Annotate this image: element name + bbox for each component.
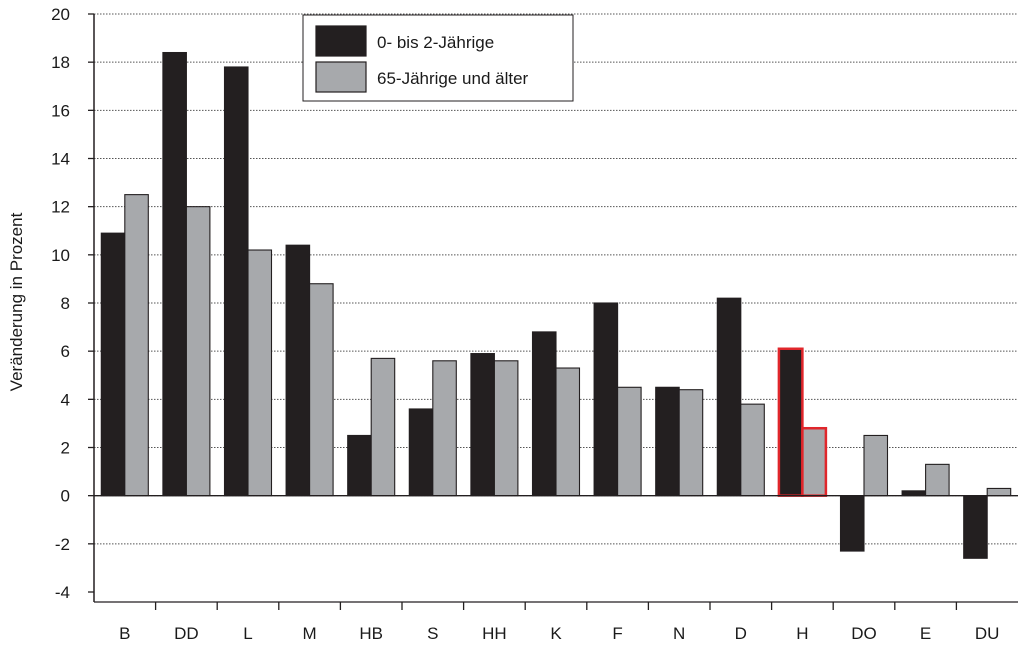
bar-n-young bbox=[655, 386, 680, 497]
x-tick-label: M bbox=[303, 624, 317, 643]
bar-hb-young bbox=[347, 434, 372, 497]
bar-l-old bbox=[247, 249, 273, 497]
bar-hh-young bbox=[470, 353, 495, 497]
axes: -4 -2 0 2 4 6 8 10 12 14 16 18 20 B DD L M HB S HH K F N D H DO E D… bbox=[51, 5, 1018, 643]
bar-m-young bbox=[285, 244, 311, 497]
x-tick-label: HH bbox=[482, 624, 507, 643]
x-tick-label: B bbox=[119, 624, 130, 643]
bar-b-old bbox=[124, 194, 149, 497]
y-tick-label: 14 bbox=[51, 150, 70, 169]
x-tick-label: F bbox=[612, 624, 622, 643]
x-tick-label: DD bbox=[174, 624, 199, 643]
bar-du-old bbox=[986, 487, 1012, 497]
bar-e-young bbox=[901, 490, 927, 497]
y-tick-label: 20 bbox=[51, 5, 70, 24]
y-tick-label: 0 bbox=[61, 487, 70, 506]
x-tick-label: D bbox=[735, 624, 747, 643]
bar-k-old bbox=[555, 367, 581, 497]
bar-dd-old bbox=[185, 206, 211, 497]
y-tick-label: 16 bbox=[51, 101, 70, 120]
bar-s-young bbox=[408, 408, 434, 497]
bar-n-old bbox=[678, 389, 704, 497]
bar-h-old bbox=[801, 426, 828, 497]
legend-label-young: 0- bis 2-Jährige bbox=[377, 33, 494, 52]
bar-l-young bbox=[223, 66, 249, 497]
x-tick-label: E bbox=[920, 624, 931, 643]
bar-m-old bbox=[309, 283, 334, 497]
legend-swatch-young bbox=[315, 25, 367, 57]
x-tick-label: S bbox=[427, 624, 438, 643]
y-tick-label: -2 bbox=[55, 535, 70, 554]
legend: 0- bis 2-Jährige 65-Jährige und älter bbox=[302, 14, 574, 102]
bar-do-old bbox=[863, 434, 889, 497]
bar-d-old bbox=[740, 403, 765, 497]
x-tick-label: H bbox=[796, 624, 808, 643]
y-tick-label: 4 bbox=[61, 390, 70, 409]
x-tick-label: DO bbox=[851, 624, 877, 643]
bar-e-old bbox=[925, 463, 950, 497]
bars bbox=[100, 51, 1012, 559]
y-tick-label: -4 bbox=[55, 583, 70, 602]
x-tick-label: DU bbox=[975, 624, 1000, 643]
bar-b-young bbox=[100, 232, 126, 497]
bar-hb-old bbox=[370, 357, 396, 497]
bar-s-old bbox=[432, 360, 457, 497]
bar-h-young bbox=[777, 347, 804, 497]
y-axis-title: Veränderung in Prozent bbox=[7, 212, 26, 391]
legend-label-old: 65-Jährige und älter bbox=[377, 69, 529, 88]
y-tick-label: 10 bbox=[51, 246, 70, 265]
bar-dd-young bbox=[162, 51, 187, 497]
y-tick-label: 8 bbox=[61, 294, 70, 313]
legend-swatch-old bbox=[315, 61, 367, 93]
bar-du-young bbox=[963, 495, 988, 559]
x-tick-label: HB bbox=[359, 624, 383, 643]
x-tick-label: N bbox=[673, 624, 685, 643]
bar-f-old bbox=[617, 386, 642, 497]
y-tick-label: 2 bbox=[61, 439, 70, 458]
x-tick-label: L bbox=[243, 624, 252, 643]
bar-k-young bbox=[531, 331, 557, 497]
y-tick-label: 12 bbox=[51, 198, 70, 217]
bar-f-young bbox=[593, 302, 619, 497]
y-tick-label: 6 bbox=[61, 342, 70, 361]
bar-do-young bbox=[839, 495, 865, 552]
bar-hh-old bbox=[493, 360, 519, 497]
bar-d-young bbox=[716, 297, 742, 497]
x-tick-label: K bbox=[550, 624, 562, 643]
y-tick-label: 18 bbox=[51, 53, 70, 72]
